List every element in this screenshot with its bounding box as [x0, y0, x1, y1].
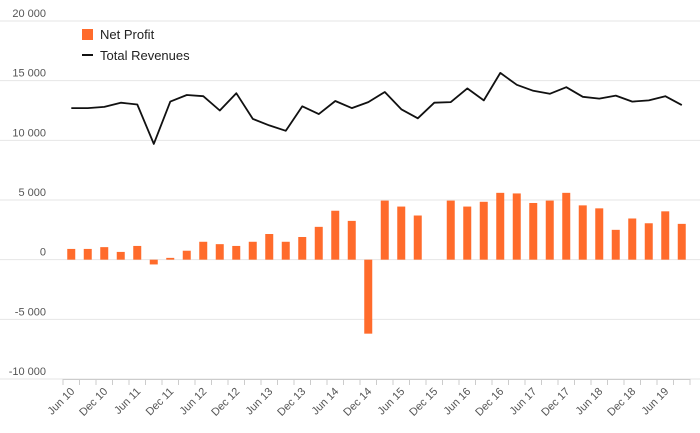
- x-tick-label: Dec 10: [77, 386, 110, 419]
- x-tick-label: Jun 19: [640, 386, 672, 418]
- x-tick-label: Dec 17: [539, 386, 572, 419]
- net-profit-bar: [116, 251, 125, 260]
- net-profit-bars: [67, 192, 686, 334]
- legend-swatch-net-profit: [82, 29, 93, 40]
- net-profit-bar: [248, 241, 257, 260]
- x-tick-label: Dec 18: [605, 386, 638, 419]
- legend-label-net-profit: Net Profit: [100, 27, 155, 42]
- net-profit-bar: [149, 259, 158, 265]
- net-profit-bar: [364, 259, 373, 334]
- net-profit-bar: [100, 247, 109, 260]
- x-tick-label: Jun 18: [574, 386, 606, 418]
- net-profit-bar: [347, 220, 356, 260]
- net-profit-bar: [529, 202, 538, 260]
- y-tick-label: 10 000: [12, 127, 46, 139]
- x-tick-label: Dec 16: [473, 386, 506, 419]
- net-profit-bar: [413, 215, 422, 260]
- net-profit-bar: [463, 206, 472, 260]
- net-profit-bar: [281, 241, 290, 260]
- net-profit-bar: [83, 248, 92, 260]
- x-tick-label: Dec 13: [275, 386, 308, 419]
- legend-label-total-revenues: Total Revenues: [100, 48, 190, 63]
- net-profit-bar: [298, 236, 307, 260]
- net-profit-bar: [133, 245, 142, 260]
- net-profit-bar: [446, 200, 455, 260]
- y-tick-label: 20 000: [12, 8, 46, 20]
- net-profit-bar: [215, 244, 224, 260]
- net-profit-bar: [67, 248, 76, 260]
- total-revenues-line-group: [71, 72, 683, 145]
- x-tick-label: Dec 15: [407, 386, 440, 419]
- x-tick-label: Jun 11: [112, 386, 143, 417]
- net-profit-bar: [545, 200, 554, 260]
- x-tick-label: Jun 13: [244, 386, 276, 418]
- y-tick-label: 5 000: [18, 187, 46, 199]
- net-profit-bar: [677, 223, 686, 260]
- x-tick-label: Dec 12: [209, 386, 242, 419]
- y-tick-label: -10 000: [9, 366, 46, 378]
- net-profit-bar: [611, 229, 620, 260]
- net-profit-bar: [331, 210, 340, 260]
- x-tick-label: Jun 17: [508, 386, 540, 418]
- net-profit-bar: [661, 211, 670, 260]
- net-profit-bar: [479, 201, 488, 260]
- net-profit-bar: [232, 245, 241, 260]
- x-tick-label: Jun 16: [442, 386, 474, 418]
- net-profit-bar: [199, 241, 208, 260]
- legend: Net Profit Total Revenues: [82, 27, 190, 63]
- net-profit-bar: [496, 192, 505, 260]
- x-tick-label: Dec 14: [341, 386, 374, 419]
- net-profit-bar: [182, 250, 191, 260]
- y-tick-label: 15 000: [12, 68, 46, 80]
- net-profit-bar: [380, 200, 389, 260]
- net-profit-bar: [628, 218, 637, 260]
- total-revenues-line: [71, 72, 683, 145]
- x-tick-label: Jun 15: [376, 386, 408, 418]
- net-profit-bar: [578, 205, 587, 260]
- net-profit-bar: [644, 223, 653, 260]
- net-profit-bar: [265, 234, 274, 260]
- x-axis: Jun 10 Dec 10 Jun 11 Dec 11 Jun 12 Dec 12 Jun …: [46, 379, 691, 419]
- x-tick-label: Jun 14: [310, 386, 342, 418]
- net-profit-bar: [512, 193, 521, 260]
- net-profit-bar: [166, 257, 175, 260]
- y-axis-tick-labels: -10 000 -5 000 0 5 000 10 000 15 000 20 000: [9, 8, 46, 378]
- net-profit-bar: [314, 226, 323, 260]
- x-tick-label: Dec 11: [144, 386, 177, 419]
- x-tick-label: Jun 12: [178, 386, 210, 418]
- x-tick-label: Jun 10: [46, 386, 78, 418]
- gridlines: [0, 20, 700, 380]
- net-profit-bar: [595, 208, 604, 260]
- y-tick-label: 0: [40, 247, 46, 259]
- net-profit-bar: [562, 192, 571, 260]
- y-tick-label: -5 000: [15, 306, 46, 318]
- net-profit-bar: [397, 206, 406, 260]
